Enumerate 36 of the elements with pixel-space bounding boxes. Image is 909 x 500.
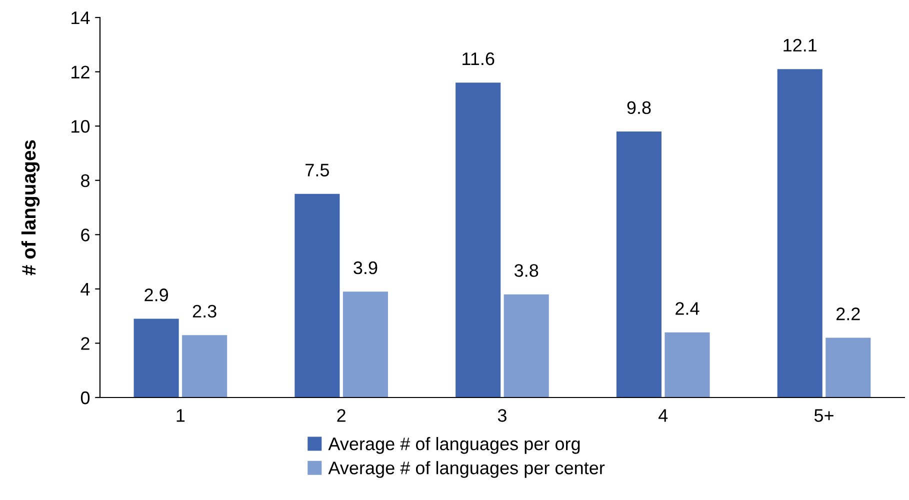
y-tick-label: 8: [81, 174, 90, 188]
y-tick-label: 0: [80, 391, 90, 404]
y-tick-label: 12: [72, 66, 90, 78]
y-tick-label: 2: [81, 337, 90, 350]
bar: [342, 292, 388, 398]
x-tick-label: 4: [658, 409, 668, 422]
y-tick-label: 4: [80, 283, 90, 296]
data-label: 7.5: [306, 164, 329, 176]
x-tick-label: 5+: [814, 409, 834, 422]
data-label: 2.4: [676, 302, 700, 315]
bar: [504, 294, 549, 398]
data-label: 12.1: [784, 38, 817, 52]
bar: [294, 194, 340, 398]
data-label: 11.6: [462, 52, 494, 66]
x-tick-label: 3: [498, 409, 506, 422]
x-tick-label: 1: [176, 409, 185, 422]
bar: [664, 332, 710, 398]
bar: [616, 132, 662, 398]
data-label: 3.9: [354, 261, 378, 274]
data-label: 2.3: [192, 304, 216, 318]
bar: [456, 82, 501, 398]
bar: [134, 318, 179, 398]
data-label: 2.2: [836, 308, 860, 320]
data-label: 2.9: [144, 288, 168, 302]
legend-label: Average # of languages per org: [328, 437, 580, 454]
data-label: 3.8: [514, 264, 538, 277]
y-tick-label: 6: [81, 228, 90, 242]
legend-label: Average # of languages per center: [328, 461, 605, 478]
y-axis-title: # of languages: [21, 140, 40, 276]
y-tick-label: 14: [72, 12, 90, 24]
y-tick-label: 10: [72, 120, 90, 133]
x-tick-label: 2: [337, 409, 346, 422]
bar: [182, 335, 228, 398]
data-label: 9.8: [627, 101, 651, 114]
bar: [826, 338, 871, 398]
bar: [777, 69, 822, 398]
